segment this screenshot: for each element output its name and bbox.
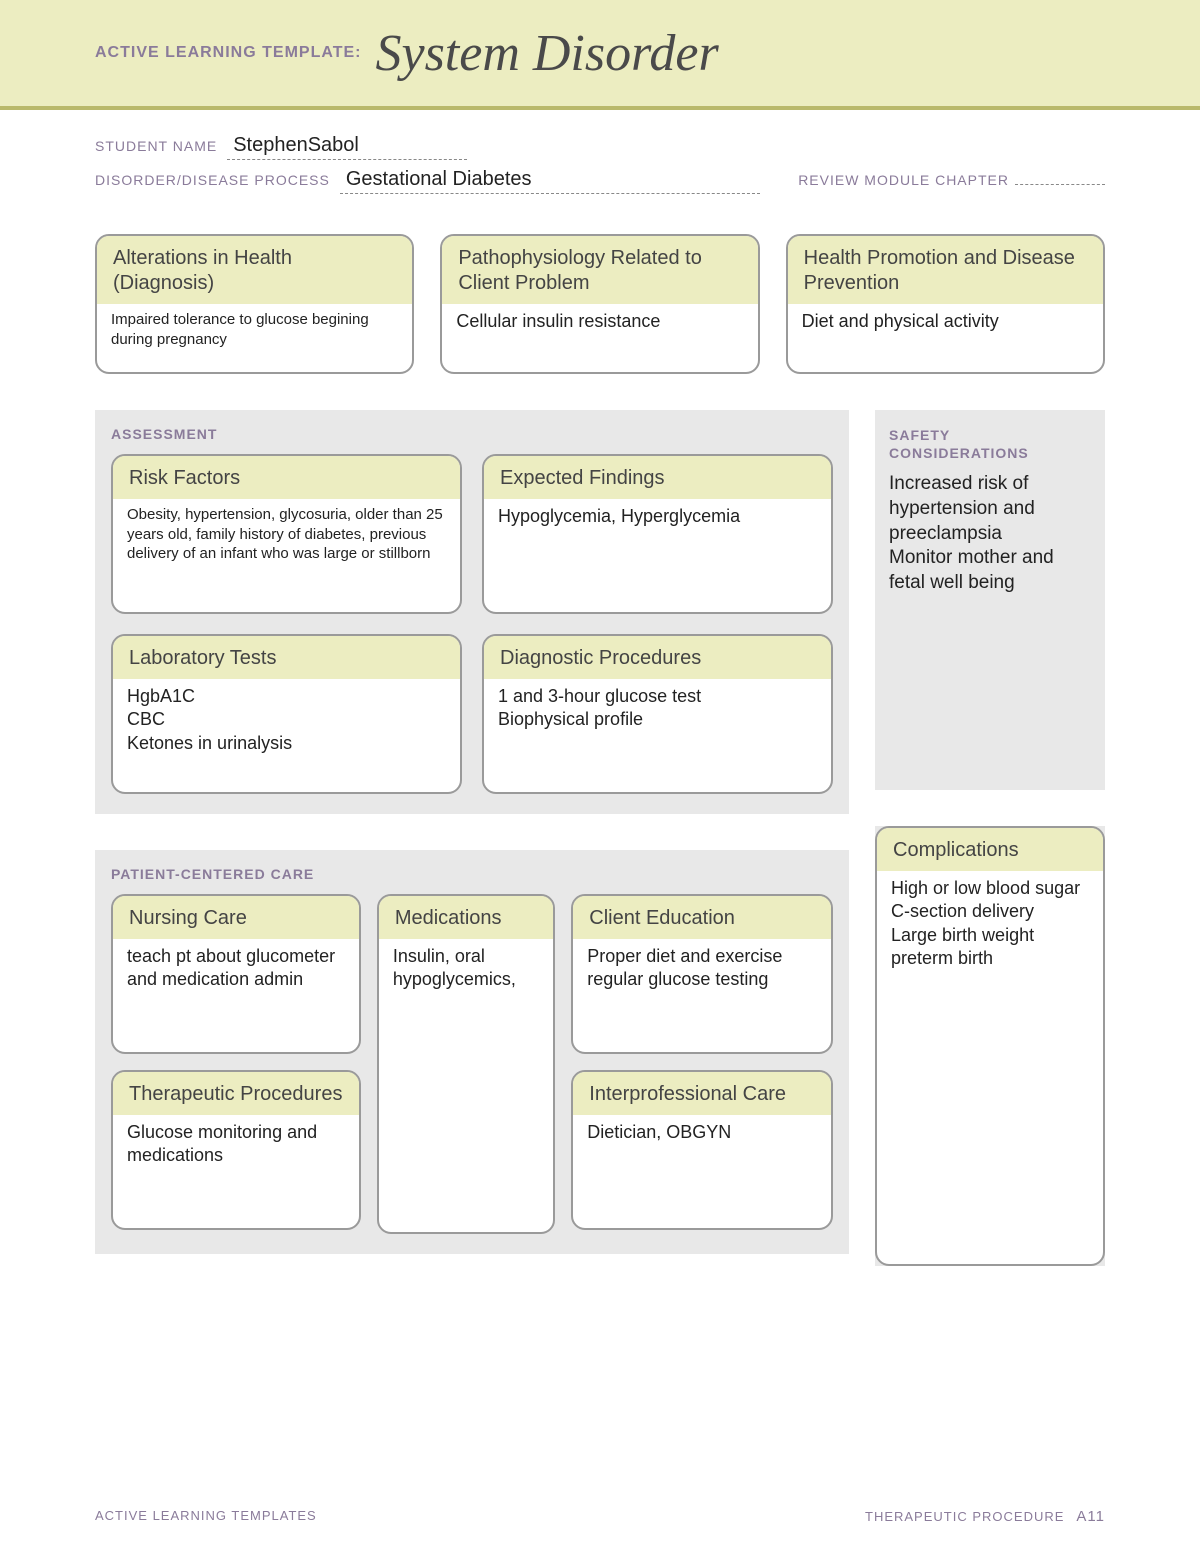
safety-block: SAFETY CONSIDERATIONS Increased risk of … (875, 410, 1105, 790)
lower-right: SAFETY CONSIDERATIONS Increased risk of … (875, 410, 1105, 1266)
review-blank (1015, 171, 1105, 185)
card-risk: Risk Factors Obesity, hypertension, glyc… (111, 454, 462, 614)
pcc-col-3: Client Education Proper diet and exercis… (571, 894, 833, 1234)
card-promo-body: Diet and physical activity (788, 304, 1103, 343)
card-alterations: Alterations in Health (Diagnosis) Impair… (95, 234, 414, 374)
student-label: STUDENT NAME (95, 138, 217, 154)
footer: ACTIVE LEARNING TEMPLATES THERAPEUTIC PR… (95, 1508, 1105, 1525)
card-labs-body: HgbA1C CBC Ketones in urinalysis (113, 679, 460, 765)
card-education: Client Education Proper diet and exercis… (571, 894, 833, 1054)
card-labs: Laboratory Tests HgbA1C CBC Ketones in u… (111, 634, 462, 794)
disease-label: DISORDER/DISEASE PROCESS (95, 172, 330, 188)
banner-label: ACTIVE LEARNING TEMPLATE: (95, 44, 361, 62)
card-expected-body: Hypoglycemia, Hyperglycemia (484, 499, 831, 538)
card-nursing: Nursing Care teach pt about glucometer a… (111, 894, 361, 1054)
lower-layout: ASSESSMENT Risk Factors Obesity, hyperte… (95, 410, 1105, 1266)
assessment-grid: Risk Factors Obesity, hypertension, glyc… (111, 454, 833, 794)
card-alterations-title: Alterations in Health (Diagnosis) (97, 236, 412, 304)
card-complications-title: Complications (877, 828, 1103, 871)
pcc-section: PATIENT-CENTERED CARE Nursing Care teach… (95, 850, 849, 1254)
pcc-title: PATIENT-CENTERED CARE (111, 866, 833, 882)
disease-value: Gestational Diabetes (340, 168, 760, 194)
assessment-section: ASSESSMENT Risk Factors Obesity, hyperte… (95, 410, 849, 814)
card-patho: Pathophysiology Related to Client Proble… (440, 234, 759, 374)
complications-wrap: Complications High or low blood sugar C-… (875, 826, 1105, 1266)
safety-body: Increased risk of hypertension and preec… (889, 472, 1091, 595)
card-alterations-body: Impaired tolerance to glucose begining d… (97, 304, 412, 359)
assessment-title: ASSESSMENT (111, 426, 833, 442)
card-expected-title: Expected Findings (484, 456, 831, 499)
card-labs-title: Laboratory Tests (113, 636, 460, 679)
pcc-col-2: Medications Insulin, oral hypoglycemics, (377, 894, 555, 1234)
lower-left: ASSESSMENT Risk Factors Obesity, hyperte… (95, 410, 849, 1266)
pcc-grid: Nursing Care teach pt about glucometer a… (111, 894, 833, 1234)
card-promo-title: Health Promotion and Disease Prevention (788, 236, 1103, 304)
page: ACTIVE LEARNING TEMPLATE: System Disorde… (0, 0, 1200, 1553)
card-meds: Medications Insulin, oral hypoglycemics, (377, 894, 555, 1234)
card-meds-body: Insulin, oral hypoglycemics, (379, 939, 553, 1002)
card-nursing-body: teach pt about glucometer and medication… (113, 939, 359, 1002)
card-meds-title: Medications (379, 896, 553, 939)
card-diag-body: 1 and 3-hour glucose test Biophysical pr… (484, 679, 831, 742)
student-value: StephenSabol (227, 134, 467, 160)
card-education-title: Client Education (573, 896, 831, 939)
card-nursing-title: Nursing Care (113, 896, 359, 939)
safety-title: SAFETY CONSIDERATIONS (889, 426, 1091, 462)
card-diag-title: Diagnostic Procedures (484, 636, 831, 679)
banner: ACTIVE LEARNING TEMPLATE: System Disorde… (0, 0, 1200, 110)
card-risk-title: Risk Factors (113, 456, 460, 499)
disease-row: DISORDER/DISEASE PROCESS Gestational Dia… (95, 168, 1105, 194)
card-therapeutic: Therapeutic Procedures Glucose monitorin… (111, 1070, 361, 1230)
card-education-body: Proper diet and exercise regular glucose… (573, 939, 831, 1002)
card-complications: Complications High or low blood sugar C-… (875, 826, 1105, 1266)
pcc-col-1: Nursing Care teach pt about glucometer a… (111, 894, 361, 1234)
footer-right-label: THERAPEUTIC PROCEDURE (865, 1509, 1064, 1524)
review-label: REVIEW MODULE CHAPTER (798, 172, 1009, 188)
student-row: STUDENT NAME StephenSabol (95, 134, 1105, 160)
footer-right-code: A11 (1076, 1508, 1105, 1525)
card-therapeutic-title: Therapeutic Procedures (113, 1072, 359, 1115)
card-inter-body: Dietician, OBGYN (573, 1115, 831, 1154)
card-therapeutic-body: Glucose monitoring and medications (113, 1115, 359, 1178)
card-inter: Interprofessional Care Dietician, OBGYN (571, 1070, 833, 1230)
footer-left: ACTIVE LEARNING TEMPLATES (95, 1508, 317, 1525)
card-diag: Diagnostic Procedures 1 and 3-hour gluco… (482, 634, 833, 794)
content: STUDENT NAME StephenSabol DISORDER/DISEA… (0, 110, 1200, 1266)
top-cards-row: Alterations in Health (Diagnosis) Impair… (95, 234, 1105, 374)
card-complications-body: High or low blood sugar C-section delive… (877, 871, 1103, 981)
card-expected: Expected Findings Hypoglycemia, Hypergly… (482, 454, 833, 614)
card-patho-title: Pathophysiology Related to Client Proble… (442, 236, 757, 304)
card-promo: Health Promotion and Disease Prevention … (786, 234, 1105, 374)
card-patho-body: Cellular insulin resistance (442, 304, 757, 343)
banner-title: System Disorder (375, 24, 718, 83)
footer-right: THERAPEUTIC PROCEDURE A11 (865, 1508, 1105, 1525)
card-inter-title: Interprofessional Care (573, 1072, 831, 1115)
card-risk-body: Obesity, hypertension, glycosuria, older… (113, 499, 460, 574)
